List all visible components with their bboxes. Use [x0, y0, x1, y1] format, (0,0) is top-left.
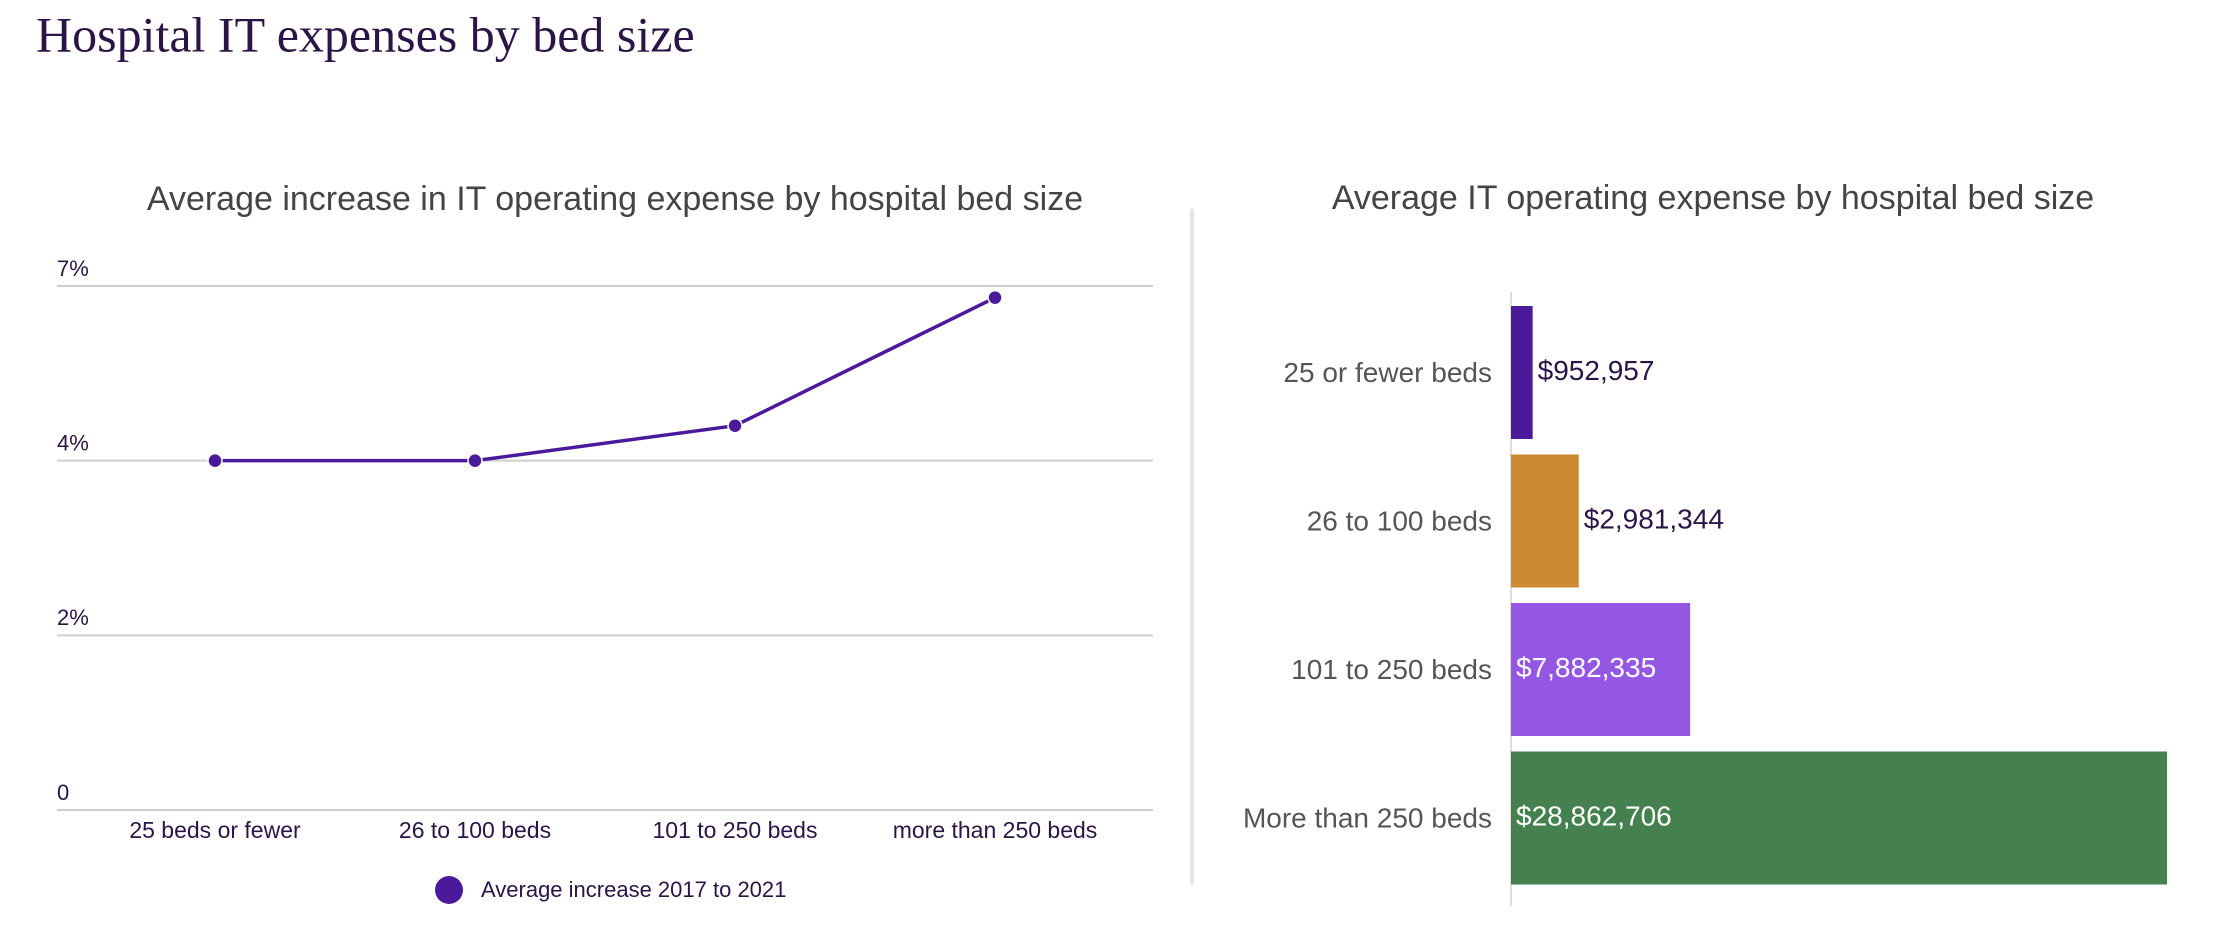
y-tick-label: 7% [57, 256, 89, 281]
data-point [207, 452, 223, 469]
bar [1511, 306, 1533, 439]
page-title: Hospital IT expenses by bed size [36, 6, 695, 62]
category-label: More than 250 beds [1243, 802, 1492, 833]
bar [1511, 603, 1691, 736]
x-tick-label: more than 250 beds [893, 817, 1098, 843]
chart-title: Average IT operating expense by hospital… [1332, 179, 2094, 217]
value-label: $2,981,344 [1584, 503, 1724, 534]
x-tick-label: 101 to 250 beds [653, 817, 818, 843]
y-tick-label: 2% [57, 605, 89, 630]
series-line [215, 296, 996, 463]
data-point [467, 452, 483, 469]
x-tick-label: 26 to 100 beds [399, 817, 551, 843]
value-label: $28,862,706 [1516, 800, 1672, 831]
chart-title: Average increase in IT operating expense… [147, 180, 1083, 218]
category-label: 25 or fewer beds [1283, 357, 1492, 388]
legend-label: Average increase 2017 to 2021 [481, 877, 786, 902]
y-tick-label: 0 [57, 780, 69, 805]
data-point [727, 417, 743, 434]
x-tick-label: 25 beds or fewer [129, 817, 301, 843]
bar [1511, 751, 2167, 885]
category-label: 26 to 100 beds [1307, 505, 1492, 536]
legend-marker [435, 876, 463, 904]
value-label: $7,882,335 [1516, 652, 1656, 683]
value-label: $952,957 [1538, 355, 1655, 386]
y-tick-label: 4% [57, 430, 89, 455]
bar [1511, 454, 1579, 588]
category-label: 101 to 250 beds [1291, 654, 1492, 685]
data-point [987, 289, 1003, 306]
